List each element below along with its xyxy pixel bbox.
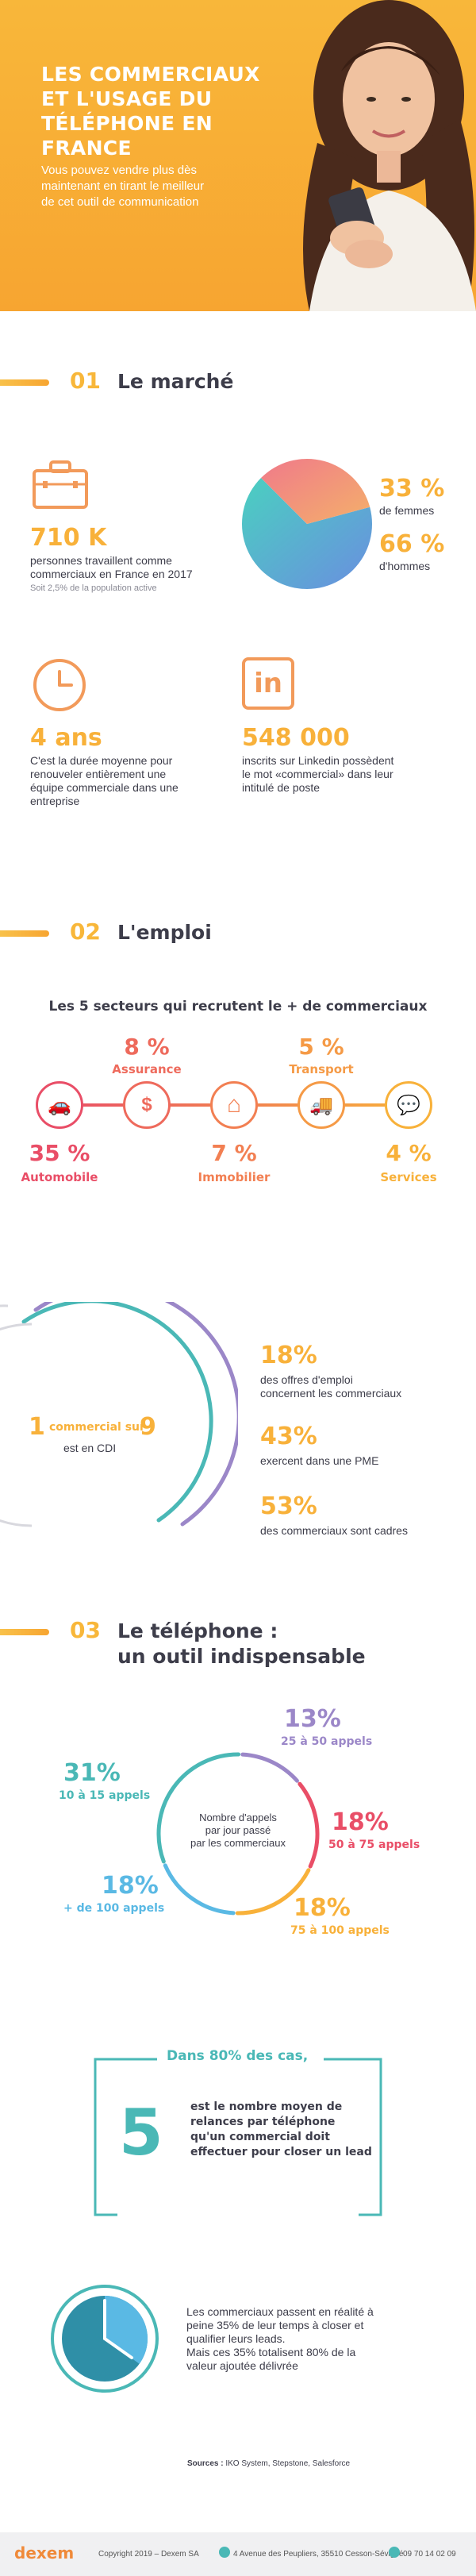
men-pct: 66 % <box>379 530 445 558</box>
clock-icon <box>33 659 86 711</box>
sector-transport-pct: 5 % <box>298 1034 344 1060</box>
sector-immobilier-label: Immobilier <box>198 1170 271 1184</box>
stat-548000-text: inscrits sur Linkedin possèdent le mot «… <box>242 754 394 794</box>
stat-548000-value: 548 000 <box>242 724 350 752</box>
stat-710k-note: Soit 2,5% de la population active <box>30 583 157 593</box>
cdi-ratio-arcs <box>0 1302 238 1544</box>
time-text: Les commerciaux passent en réalité à pei… <box>186 2305 374 2372</box>
section-01-title: Le marché <box>117 370 234 393</box>
briefcase-icon <box>33 460 88 509</box>
calls-18b-pct: 18% <box>294 1894 351 1922</box>
calls-18b-label: 75 à 100 appels <box>290 1924 390 1937</box>
pie-slice-women <box>261 459 370 524</box>
sector-immobilier-pct: 7 % <box>211 1140 257 1166</box>
phone-icon <box>389 2547 400 2558</box>
sector-chat-icon: 💬 <box>385 1081 432 1129</box>
sector-services-pct: 4 % <box>386 1140 432 1166</box>
footer-copyright: Copyright 2019 – Dexem SA <box>98 2550 199 2559</box>
donut-segment-1 <box>240 1752 299 1783</box>
section-01-number: 01 <box>70 368 101 394</box>
relance-text: est le nombre moyen de relances par télé… <box>190 2100 372 2158</box>
footer-phone: 09 70 14 02 09 <box>403 2550 456 2559</box>
fact-1-pct: 18% <box>260 1342 317 1369</box>
hero-banner: LES COMMERCIAUX ET L'USAGE DU TÉLÉPHONE … <box>0 0 476 311</box>
sector-transport-label: Transport <box>289 1062 354 1076</box>
section-03-title-line1: Le téléphone : <box>117 1619 278 1642</box>
stat-710k-text: personnes travaillent comme commerciaux … <box>30 554 193 580</box>
sector-truck-icon: 🚚 <box>298 1081 345 1129</box>
footer: dexem Copyright 2019 – Dexem SA 4 Avenue… <box>0 2532 476 2576</box>
men-label: d'hommes <box>379 560 431 572</box>
cdi-middle: commercial sur <box>49 1421 145 1434</box>
calls-18a-pct: 18% <box>332 1808 389 1836</box>
sectors-title: Les 5 secteurs qui recrutent le + de com… <box>48 999 428 1015</box>
stat-4ans-value: 4 ans <box>30 724 102 752</box>
sector-car-icon: 🚗 <box>36 1081 83 1129</box>
sector-house-icon: ⌂ <box>210 1081 258 1129</box>
fact-3-text: des commerciaux sont cadres <box>260 1524 408 1537</box>
time-clock-icon <box>51 2285 159 2393</box>
hero-subtitle: Vous pouvez vendre plus dès maintenant e… <box>41 164 205 209</box>
calls-18a-label: 50 à 75 appels <box>328 1839 420 1851</box>
stat-710k-value: 710 K <box>30 524 107 552</box>
sector-services-label: Services <box>380 1170 437 1184</box>
section-02-number: 02 <box>70 918 101 945</box>
section-03-title-line2: un outil indispensable <box>117 1645 366 1668</box>
pie-slice-men <box>242 478 372 589</box>
footer-address: 4 Avenue des Peupliers, 35510 Cesson-Sév… <box>233 2550 404 2559</box>
calls-center-label: Nombre d'appels par jour passé par les c… <box>190 1812 286 1849</box>
cdi-nine: 9 <box>140 1413 156 1441</box>
women-label: de femmes <box>379 504 435 517</box>
section-02-bar <box>0 930 49 937</box>
calls-13-label: 25 à 50 appels <box>281 1735 373 1748</box>
calls-31-label: 10 à 15 appels <box>59 1789 151 1802</box>
section-03-bar <box>0 1629 49 1635</box>
calls-31-pct: 31% <box>63 1759 121 1787</box>
donut-segment-2 <box>298 1781 320 1869</box>
cdi-bottom: est en CDI <box>63 1442 117 1454</box>
section-01-bar <box>0 379 49 386</box>
sources-label: Sources : <box>187 2459 224 2468</box>
stat-4ans-text: C'est la durée moyenne pour renouveler e… <box>30 754 178 807</box>
donut-segment-0 <box>156 1752 241 1864</box>
relance-box-frame <box>94 2058 382 2216</box>
time-wedge <box>105 2296 148 2364</box>
section-03-number: 03 <box>70 1617 101 1643</box>
sector-automobile-pct: 35 % <box>29 1140 90 1166</box>
sector-assurance-pct: 8 % <box>124 1034 170 1060</box>
calls-18c-label: + de 100 appels <box>63 1902 165 1915</box>
calls-18c-pct: 18% <box>102 1872 159 1900</box>
sector-assurance-label: Assurance <box>112 1062 182 1076</box>
footer-logo: dexem <box>14 2543 75 2563</box>
relance-number: 5 <box>119 2096 163 2170</box>
donut-segment-4 <box>163 1863 236 1916</box>
sources-text: IKO System, Stepstone, Salesforce <box>225 2459 351 2468</box>
gender-pie-chart <box>242 459 372 589</box>
sector-automobile-label: Automobile <box>21 1170 98 1184</box>
section-02-title: L'emploi <box>117 921 212 944</box>
donut-segment-3 <box>235 1868 311 1916</box>
sources: Sources : IKO System, Stepstone, Salesfo… <box>187 2459 350 2468</box>
sector-money-icon: $ <box>123 1081 171 1129</box>
calls-donut-chart <box>156 1752 320 1916</box>
fact-2-text: exercent dans une PME <box>260 1454 379 1467</box>
location-icon <box>219 2547 230 2558</box>
linkedin-icon: in <box>242 657 294 710</box>
fact-2-pct: 43% <box>260 1423 317 1450</box>
hero-title: LES COMMERCIAUX ET L'USAGE DU TÉLÉPHONE … <box>41 63 260 160</box>
women-pct: 33 % <box>379 475 445 502</box>
relance-header: Dans 80% des cas, <box>167 2048 309 2064</box>
fact-3-pct: 53% <box>260 1492 317 1520</box>
calls-13-pct: 13% <box>284 1705 341 1733</box>
cdi-one: 1 <box>29 1413 45 1441</box>
woman-phone-illustration <box>303 0 476 311</box>
fact-1-text: des offres d'emploi concernent les comme… <box>260 1373 402 1400</box>
